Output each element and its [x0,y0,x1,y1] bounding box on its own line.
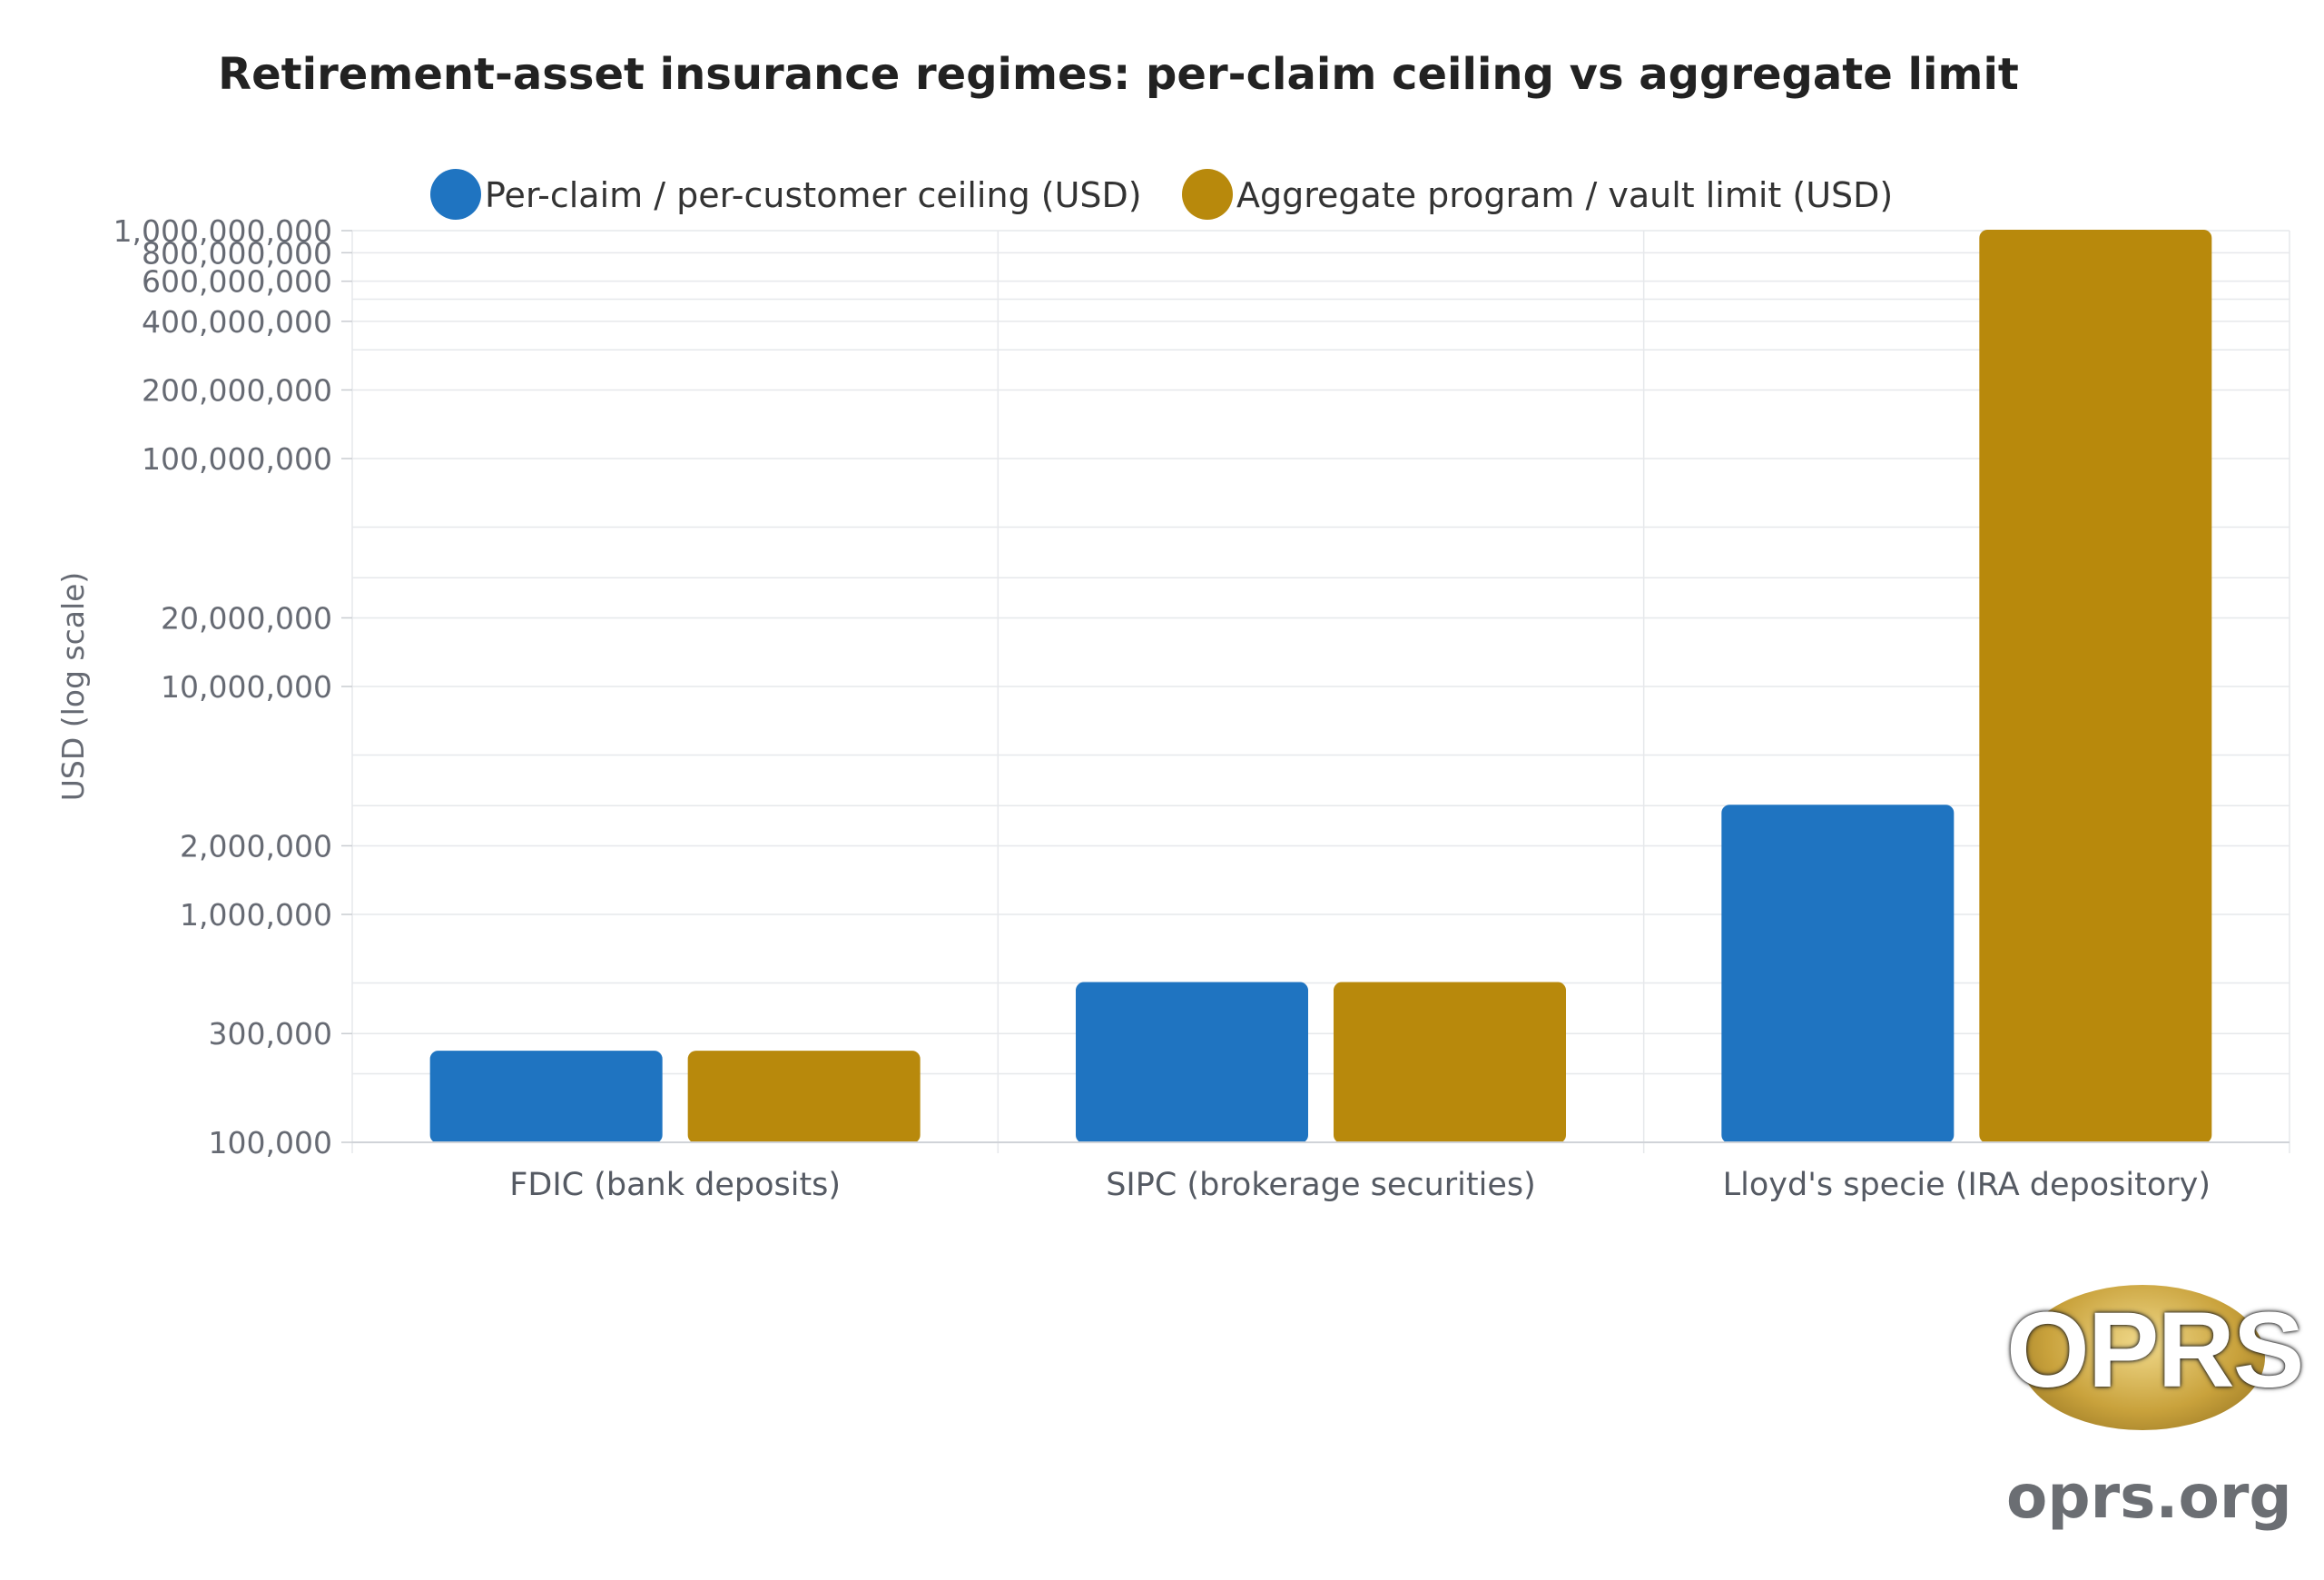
legend-label[interactable]: Per-claim / per-customer ceiling (USD) [485,175,1142,215]
y-tick-label: 10,000,000 [161,669,332,705]
y-tick-label: 1,000,000 [180,897,332,933]
y-tick-label: 800,000,000 [142,235,332,271]
bar-per-claim-0[interactable] [429,1051,663,1144]
logo-letters: OPRS [2006,1290,2304,1410]
gridlines [351,230,2290,1153]
oprs-logo[interactable]: OPRS oprs.org [2006,1285,2304,1548]
x-category-label: FDIC (bank deposits) [509,1167,841,1203]
bar-aggregate-1[interactable] [1334,982,1566,1143]
chart-title: Retirement-asset insurance regimes: per-… [218,49,2019,100]
y-tick-label: 200,000,000 [142,372,332,408]
logo-url: oprs.org [2006,1462,2292,1532]
bars [429,230,2212,1144]
x-category-label: SIPC (brokerage securities) [1106,1167,1536,1203]
y-tick-label: 1,000,000,000 [113,213,332,249]
bar-per-claim-2[interactable] [1721,805,1955,1143]
y-tick-label: 2,000,000 [180,828,332,864]
y-tick-label: 600,000,000 [142,264,332,300]
y-tick-label: 400,000,000 [142,304,332,340]
y-axis-ticks: 100,000 300,000 1,000,000 2,000,000 10,000,0… [113,213,352,1160]
logo-badge-icon [2020,1285,2265,1430]
y-tick-label: 100,000 [209,1125,332,1160]
legend: Per-claim / per-customer ceiling (USD) Ag… [430,169,1893,220]
legend-swatch-icon [1182,169,1233,220]
bar-aggregate-0[interactable] [687,1051,921,1144]
bar-per-claim-1[interactable] [1076,982,1308,1143]
bar-aggregate-2[interactable] [1979,230,2212,1143]
y-axis-label: USD (log scale) [55,572,91,802]
y-tick-label: 20,000,000 [161,600,332,636]
legend-swatch-icon [430,169,481,220]
x-category-label: Lloyd's specie (IRA depository) [1723,1167,2211,1203]
legend-label[interactable]: Aggregate program / vault limit (USD) [1236,175,1893,215]
x-axis-categories: FDIC (bank deposits) SIPC (brokerage secu… [509,1167,2211,1203]
y-tick-label: 300,000 [209,1016,332,1052]
y-tick-label: 100,000,000 [142,441,332,477]
